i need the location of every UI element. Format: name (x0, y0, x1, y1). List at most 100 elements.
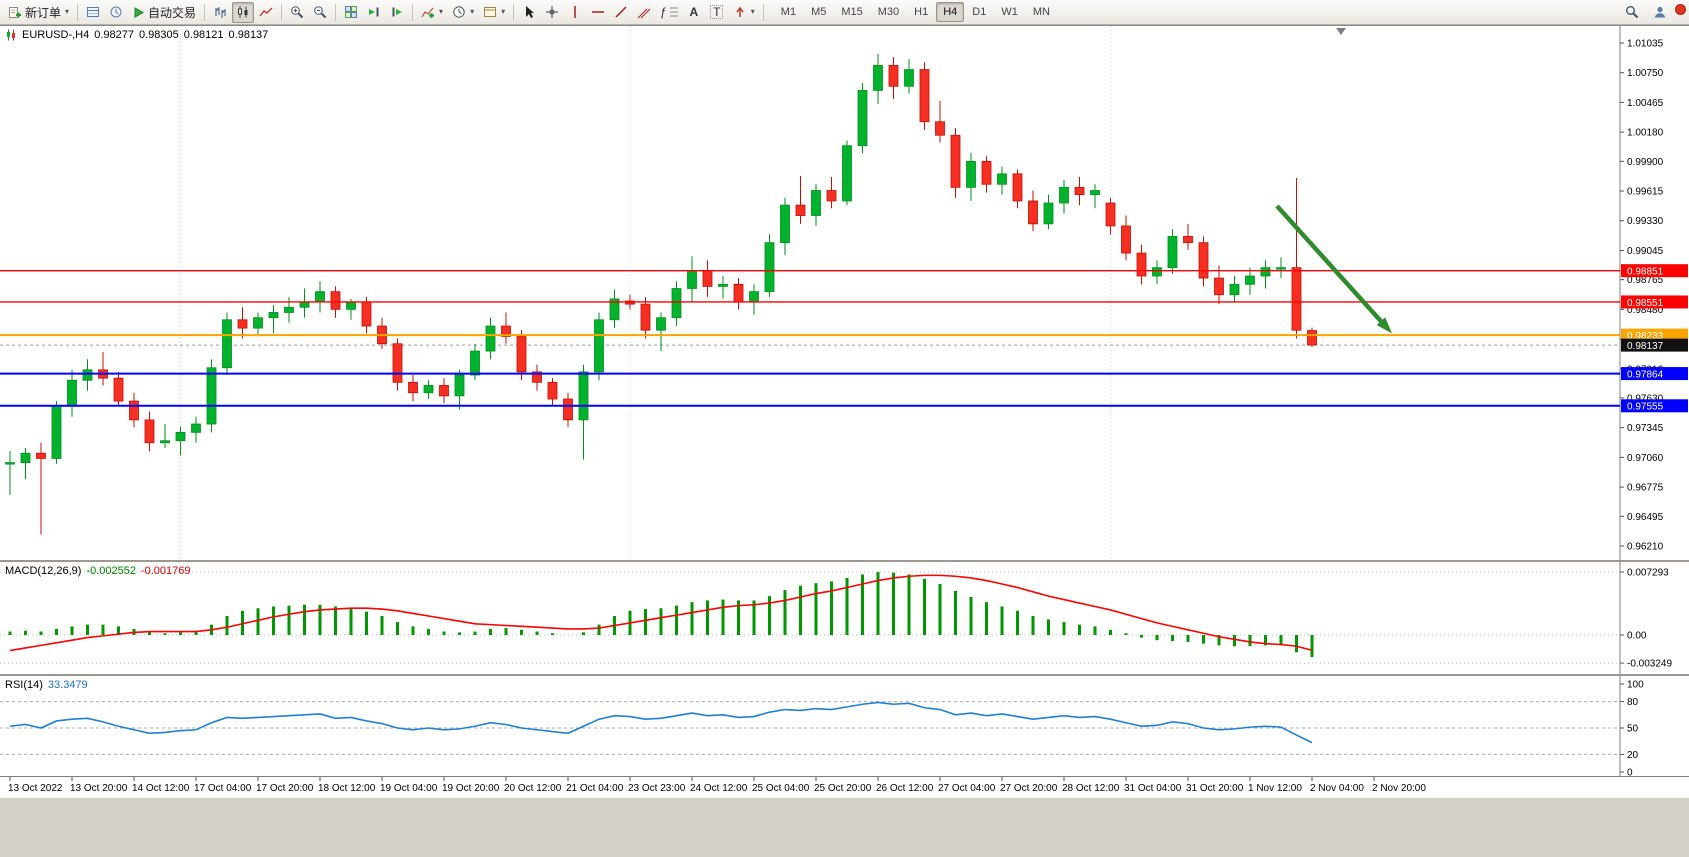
toolbar-right-group (1621, 2, 1685, 23)
market-watch-button[interactable] (82, 2, 104, 23)
fibonacci-lines-icon (669, 7, 678, 17)
chevron-down-icon: ▾ (750, 7, 755, 16)
chart-shift-marker[interactable] (1336, 28, 1346, 35)
timeframe-w1[interactable]: W1 (1001, 6, 1018, 18)
toolbar-separator (513, 3, 515, 21)
price-level-badge (1621, 295, 1688, 309)
autotrading-button[interactable]: 自动交易 (128, 2, 200, 23)
arrows-tool-button[interactable]: ▾ (729, 2, 759, 23)
toolbar-separator (204, 3, 206, 21)
toolbar-separator (77, 3, 79, 21)
timeframe-h4[interactable]: H4 (936, 2, 965, 22)
price-axis-tick: 0.96775 (1627, 483, 1664, 494)
user-account-button[interactable] (1649, 2, 1671, 23)
timeframe-d1[interactable]: D1 (972, 6, 987, 18)
templates-button[interactable]: ▾ (479, 2, 509, 23)
chevron-down-icon: ▾ (470, 7, 475, 16)
time-axis-label: 31 Oct 04:00 (1124, 783, 1182, 794)
rsi-panel: 100 80 50 20 0 RSI(14) 33.3479 (0, 676, 1689, 776)
zoom-out-button[interactable] (309, 2, 331, 23)
time-axis-scale: 13 Oct 2022 13 Oct 20:00 14 Oct 12:00 17 Oc… (8, 777, 1426, 794)
rsi-axis-tick: 100 (1627, 680, 1644, 691)
time-axis-label: 13 Oct 2022 (8, 783, 63, 794)
price-level-badge (1621, 399, 1688, 413)
svg-text:0.98851: 0.98851 (1627, 266, 1664, 277)
time-axis-label: 2 Nov 04:00 (1310, 783, 1364, 794)
chevron-down-icon: ▾ (65, 7, 70, 16)
time-axis-label: 13 Oct 20:00 (70, 783, 128, 794)
horizontal-line-tool-button[interactable] (587, 2, 609, 23)
time-axis[interactable]: 13 Oct 2022 13 Oct 20:00 14 Oct 12:00 17 Oc… (0, 776, 1689, 797)
new-order-icon (9, 7, 21, 18)
time-axis-label: 25 Oct 20:00 (814, 783, 872, 794)
chart-window: 1.01035 1.00750 1.00465 1.00180 0.99900 0.996… (0, 25, 1689, 857)
toolbar-separator (335, 3, 337, 21)
time-axis-label: 21 Oct 04:00 (566, 783, 624, 794)
chevron-down-icon: ▾ (439, 7, 444, 16)
chart-shift-button[interactable] (386, 2, 408, 23)
timeframe-m1[interactable]: M1 (780, 6, 797, 18)
autotrading-label: 自动交易 (148, 5, 197, 20)
auto-scroll-button[interactable] (363, 2, 385, 23)
vertical-line-tool-button[interactable] (564, 2, 586, 23)
trendline-tool-button[interactable] (610, 2, 632, 23)
timeframe-m15[interactable]: M15 (841, 6, 863, 18)
new-order-button[interactable]: 新订单 ▾ (4, 2, 73, 23)
text-tool-button[interactable]: A (683, 2, 705, 23)
rsi-axis-tick: 80 (1627, 697, 1639, 708)
trend-arrow-object[interactable] (1275, 204, 1390, 331)
price-axis-tick: 0.98480 (1627, 305, 1664, 316)
horizontal-line-icon (592, 11, 605, 13)
macd-histogram (8, 571, 1314, 658)
periods-button[interactable]: ▾ (448, 2, 478, 23)
time-axis-label: 31 Oct 20:00 (1186, 783, 1244, 794)
line-chart-button[interactable] (255, 2, 277, 23)
timeframe-m5[interactable]: M5 (811, 6, 827, 18)
label-tool-button[interactable]: T (706, 2, 728, 23)
macd-signal-line (9, 574, 1313, 652)
fibonacci-tool-button[interactable]: ƒ (656, 2, 682, 23)
tile-windows-icon (345, 6, 358, 18)
price-axis-tick: 1.00465 (1627, 98, 1664, 109)
notification-badge[interactable] (1675, 4, 1686, 15)
macd-axis-tick: 0.007293 (1627, 567, 1669, 578)
trend-arrow-head (1376, 317, 1393, 334)
timeframe-mn[interactable]: MN (1032, 6, 1050, 18)
chart-shift-icon (392, 7, 403, 17)
new-order-label: 新订单 (25, 5, 62, 20)
search-button[interactable] (1621, 2, 1643, 23)
channel-tool-button[interactable] (633, 2, 655, 23)
rsi-axis-tick: 20 (1627, 750, 1639, 761)
fibonacci-icon: ƒ (660, 5, 667, 19)
price-axis-tick: 0.97630 (1627, 393, 1664, 404)
time-axis-label: 20 Oct 12:00 (504, 783, 562, 794)
price-axis-tick: 0.97060 (1627, 453, 1664, 464)
price-chart[interactable]: 1.01035 1.00750 1.00465 1.00180 0.99900 0.996… (0, 26, 1689, 560)
macd-axis-tick: 0.00 (1627, 631, 1647, 642)
price-axis-tick: 0.99615 (1627, 187, 1664, 198)
time-axis-label: 25 Oct 04:00 (752, 783, 810, 794)
indicators-button[interactable]: ▾ (417, 2, 447, 23)
panel-splitter[interactable] (0, 674, 1689, 676)
rsi-chart[interactable]: 100 80 50 20 0 (0, 676, 1689, 776)
toolbar-separator (412, 3, 414, 21)
crosshair-tool-button[interactable] (541, 2, 563, 23)
navigator-button[interactable] (105, 2, 127, 23)
indicators-icon (421, 7, 435, 18)
time-axis-label: 26 Oct 12:00 (876, 783, 934, 794)
candles-series (5, 53, 1317, 535)
panel-splitter[interactable] (0, 560, 1689, 562)
price-axis-tick: 0.99900 (1627, 157, 1664, 168)
timeframe-m30[interactable]: M30 (877, 6, 900, 18)
zoom-in-button[interactable] (286, 2, 308, 23)
cursor-tool-button[interactable] (518, 2, 540, 23)
tile-windows-button[interactable] (340, 2, 362, 23)
bar-chart-button[interactable] (209, 2, 231, 23)
timeframe-h1[interactable]: H1 (914, 6, 929, 18)
time-axis-label: 2 Nov 20:00 (1372, 783, 1426, 794)
navigator-icon (110, 6, 122, 18)
candlestick-chart-icon (238, 6, 248, 18)
macd-chart[interactable]: 0.007293 0.00 -0.003249 (0, 562, 1689, 674)
price-axis-tick: 1.00180 (1627, 128, 1664, 139)
candlestick-chart-button[interactable] (232, 1, 255, 23)
